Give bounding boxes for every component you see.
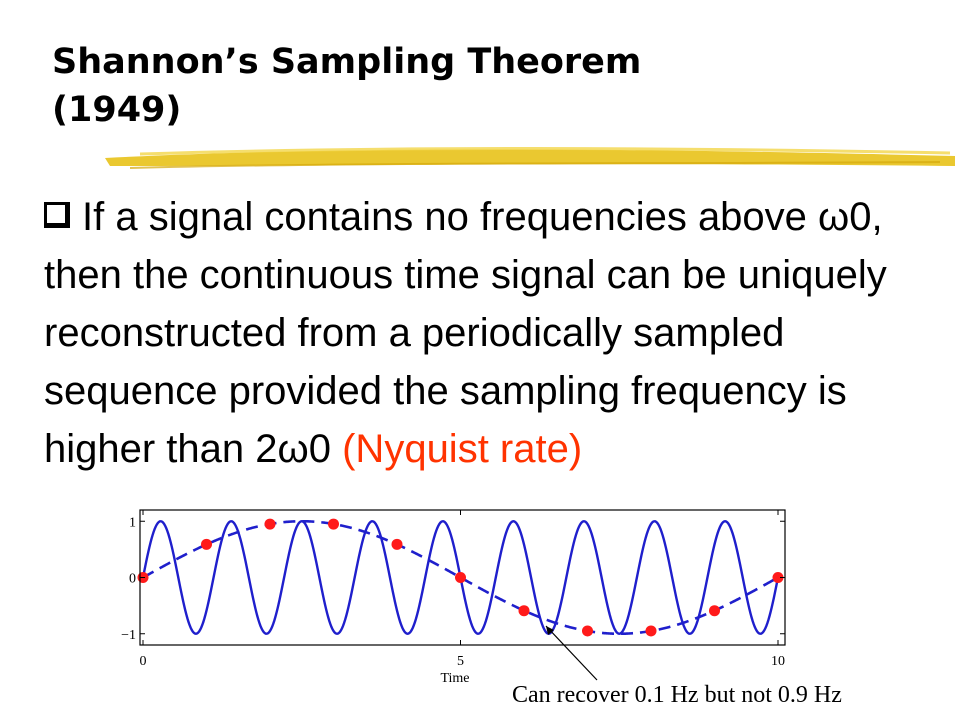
x-axis-label: Time — [440, 671, 469, 686]
bullet-point: If a signal contains no frequencies abov… — [44, 188, 924, 500]
y-tick-label: −1 — [121, 628, 136, 643]
checkbox-bullet-icon — [44, 202, 70, 228]
series-line-dashed — [142, 519, 779, 636]
sample-point — [328, 518, 339, 530]
sample-point — [709, 605, 720, 617]
title-underline-swoosh — [105, 147, 955, 169]
nyquist-rate-highlight: (Nyquist rate) — [342, 427, 583, 471]
slide-title: Shannon’s Sampling Theorem (1949) — [52, 42, 642, 130]
sample-point — [391, 538, 403, 550]
y-tick-label: 1 — [129, 515, 136, 530]
bullet-text: If a signal contains no frequencies abov… — [44, 195, 887, 471]
y-tick-label: 0 — [129, 572, 136, 587]
sample-point — [201, 538, 212, 550]
sample-point — [582, 625, 593, 637]
x-tick-label: 5 — [457, 654, 464, 669]
x-tick-label: 10 — [771, 654, 785, 669]
caption-annotation: Can recover 0.1 Hz but not 0.9 Hz — [512, 682, 842, 708]
sample-point — [772, 572, 784, 583]
sample-point — [645, 625, 657, 637]
x-tick-label: 0 — [140, 654, 147, 669]
sample-point — [455, 572, 466, 583]
sample-point — [264, 518, 276, 530]
sample-point — [518, 605, 530, 617]
